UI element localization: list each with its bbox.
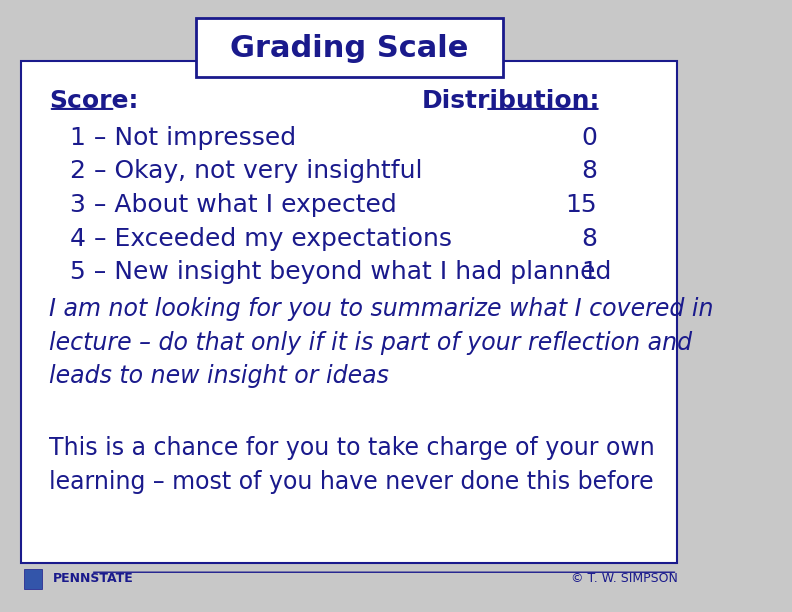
- Text: 1 – Not impressed: 1 – Not impressed: [70, 125, 296, 150]
- Text: Score:: Score:: [49, 89, 139, 113]
- Text: Distribution:: Distribution:: [422, 89, 600, 113]
- Text: This is a chance for you to take charge of your own
learning – most of you have : This is a chance for you to take charge …: [49, 436, 655, 494]
- Text: I am not looking for you to summarize what I covered in
lecture – do that only i: I am not looking for you to summarize wh…: [49, 297, 714, 388]
- Text: 5 – New insight beyond what I had planned: 5 – New insight beyond what I had planne…: [70, 260, 611, 285]
- Text: 4 – Exceeded my expectations: 4 – Exceeded my expectations: [70, 226, 451, 251]
- Text: 0: 0: [581, 125, 597, 150]
- FancyBboxPatch shape: [25, 569, 42, 589]
- Text: 3 – About what I expected: 3 – About what I expected: [70, 193, 397, 217]
- FancyBboxPatch shape: [196, 18, 503, 76]
- Text: PENNSTATE: PENNSTATE: [52, 572, 133, 585]
- Text: Grading Scale: Grading Scale: [230, 34, 468, 63]
- Text: 1: 1: [581, 260, 597, 285]
- Text: © T. W. SIMPSON: © T. W. SIMPSON: [570, 572, 677, 585]
- Text: 2 – Okay, not very insightful: 2 – Okay, not very insightful: [70, 159, 422, 184]
- Text: 15: 15: [565, 193, 597, 217]
- FancyBboxPatch shape: [21, 61, 677, 563]
- Text: 8: 8: [581, 159, 597, 184]
- Text: 8: 8: [581, 226, 597, 251]
